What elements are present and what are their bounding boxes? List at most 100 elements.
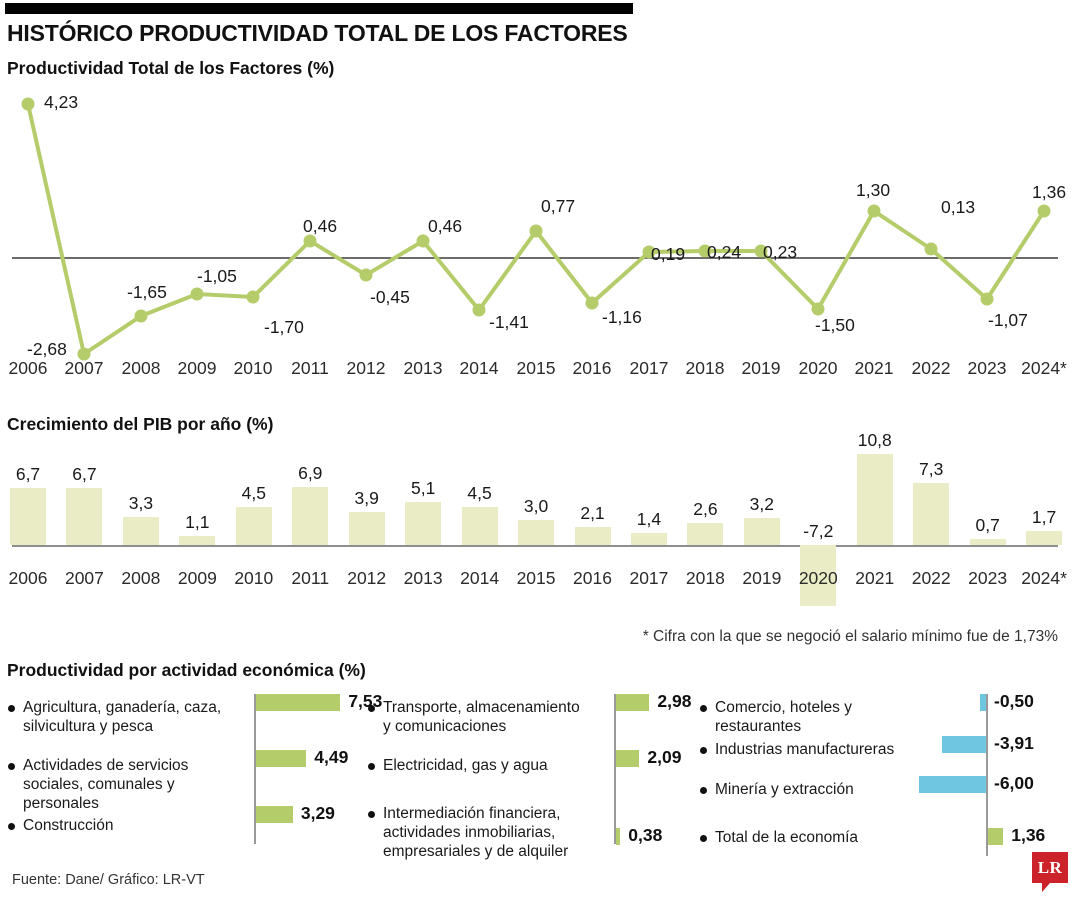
activity-column-3: Comercio, hoteles y restaurantes -0,50 Ind… (700, 688, 1072, 863)
pib-bar (800, 545, 837, 606)
activity-list-item: Agricultura, ganadería, caza, silvicultu… (8, 698, 238, 736)
ptf-value-label: -1,07 (988, 310, 1028, 330)
ptf-value-label: 0,19 (651, 244, 686, 264)
line-chart-year-label: 2024* (1021, 358, 1067, 378)
pib-bar-value-label: 6,7 (72, 464, 97, 485)
bar-chart-baseline (12, 545, 1058, 547)
ptf-point (811, 302, 825, 316)
ptf-value-label: 1,36 (1032, 182, 1067, 202)
bullet-icon (8, 763, 15, 770)
pib-bar-value-label: 2,6 (693, 499, 718, 520)
bar-chart-year-label: 2022 (911, 568, 951, 588)
activity-bar (942, 736, 986, 753)
line-chart-x-axis: 2006 2007 2008 2009 2010 2011 2012 2013 2014 2015… (0, 358, 1080, 384)
bar-chart-year-label: 2012 (347, 568, 387, 588)
ptf-value-label: -2,68 (27, 339, 67, 359)
pib-bar (969, 539, 1006, 545)
ptf-value-label: 0,77 (541, 196, 576, 216)
activity-list-item: Intermediación financiera, actividades i… (368, 804, 580, 861)
activity-label: Transporte, almacenamiento y comunicacio… (383, 699, 580, 735)
activity-list-item: Minería y extracción (700, 780, 932, 799)
pib-bar-value-label: -7,2 (803, 521, 834, 541)
pib-bar (743, 517, 780, 545)
activity-value-label: -0,50 (994, 691, 1034, 711)
ptf-point (77, 347, 91, 361)
activity-value-label: -6,00 (994, 773, 1034, 793)
activity-column-1: Agricultura, ganadería, caza, silvicultu… (8, 688, 382, 863)
pib-bar (856, 453, 893, 545)
ptf-value-label: 0,24 (707, 242, 742, 262)
bullet-icon (700, 705, 707, 712)
ptf-value-label: 0,23 (763, 242, 798, 262)
ptf-value-label: -1,65 (127, 282, 167, 302)
ptf-value-label: 1,30 (856, 180, 891, 200)
ptf-value-label: 0,13 (941, 197, 976, 217)
ptf-point (359, 268, 373, 282)
activity-value-label: 0,38 (628, 825, 663, 845)
page-title: HISTÓRICO PRODUCTIVIDAD TOTAL DE LOS FAC… (7, 20, 628, 46)
pib-bar-value-label: 5,1 (410, 477, 436, 498)
activity-bar (988, 828, 1004, 845)
bullet-icon (700, 835, 707, 842)
pib-bar-value-label: 0,7 (975, 515, 1000, 536)
line-chart-year-label: 2015 (516, 358, 556, 378)
ptf-point (303, 234, 317, 248)
pib-bar-value-label: 6,9 (298, 462, 323, 483)
activity-bar (918, 776, 986, 793)
line-chart-year-label: 2013 (403, 358, 443, 378)
ptf-point (698, 244, 712, 258)
pib-bar (461, 506, 498, 545)
pib-bar (518, 519, 555, 545)
bar-chart-year-label: 2018 (685, 568, 725, 588)
pib-bar-value-label: 10,8 (857, 429, 892, 450)
activity-value-label: 2,09 (647, 747, 682, 767)
pib-bar-value-label: 4,5 (241, 482, 266, 503)
ptf-point (472, 303, 486, 317)
activity-label: Agricultura, ganadería, caza, silvicultu… (23, 699, 222, 735)
pib-bar (630, 533, 667, 545)
pib-bar-value-label: 3,2 (749, 493, 775, 514)
line-chart-year-label: 2011 (291, 358, 329, 378)
section-title-pib: Crecimiento del PIB por año (%) (7, 414, 274, 434)
ptf-value-label: -1,05 (197, 266, 237, 286)
bar-chart-year-label: 2014 (460, 568, 500, 588)
line-chart-year-label: 2023 (967, 358, 1007, 378)
activity-label: Comercio, hoteles y restaurantes (715, 699, 852, 735)
ptf-value-label: -1,16 (602, 307, 642, 327)
line-chart-year-label: 2014 (459, 358, 499, 378)
ptf-point (21, 97, 35, 111)
ptf-value-label: 0,46 (428, 216, 463, 236)
pib-bar-value-label: 6,7 (15, 464, 41, 485)
line-chart-year-label: 2006 (8, 358, 48, 378)
ptf-point (980, 292, 994, 306)
bullet-icon (700, 747, 707, 754)
bar-chart-year-label: 2006 (8, 568, 48, 588)
bar-chart-year-label: 2019 (742, 568, 782, 588)
ptf-point (190, 287, 204, 301)
ptf-point (754, 244, 768, 258)
bar-chart-x-axis: 2006 2007 2008 2009 2010 2011 2012 2013 2014 2015… (0, 568, 1080, 594)
ptf-value-label: -0,45 (370, 287, 410, 307)
activity-list-item: Actividades de servicios sociales, comun… (8, 756, 238, 813)
ptf-point (924, 242, 938, 256)
pib-bar (179, 535, 216, 545)
section-title-ptf: Productividad Total de los Factores (%) (7, 58, 335, 78)
ptf-point (585, 296, 599, 310)
pib-bar (1026, 530, 1063, 545)
lr-logo-tail (1042, 883, 1050, 892)
pib-bar (348, 512, 385, 545)
line-chart-year-label: 2021 (854, 358, 894, 378)
pib-bar-value-label: 2,1 (580, 503, 605, 524)
bar-chart-year-label: 2013 (403, 568, 443, 588)
activity-value-label: 2,98 (657, 691, 692, 711)
bar-chart-pib: 6,7 6,7 3,3 1,1 4,5 6,9 3,9 5,1 4,5 3,0 2,1 1,4 2,6 3… (0, 430, 1080, 610)
activity-value-label: 3,29 (300, 803, 335, 823)
pib-bar (292, 486, 329, 545)
activity-value-label: 1,36 (1011, 825, 1046, 845)
ptf-value-label: -1,50 (815, 315, 855, 335)
activity-label: Minería y extracción (715, 781, 854, 798)
bullet-icon (700, 787, 707, 794)
pib-bar-value-label: 3,9 (354, 488, 379, 509)
activity-value-label: 4,49 (314, 747, 349, 767)
activity-label: Industrias manufactureras (715, 741, 895, 758)
